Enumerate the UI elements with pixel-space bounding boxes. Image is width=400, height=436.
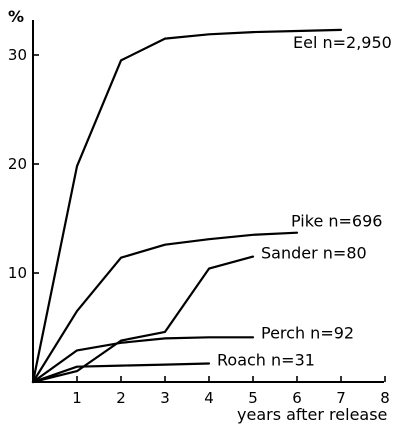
series-label: Eel n=2,950 <box>293 33 392 52</box>
series-line <box>31 28 343 384</box>
series-label: Perch n=92 <box>261 323 354 342</box>
x-tick-label: 6 <box>292 389 302 407</box>
series-label: Roach n=31 <box>217 350 315 369</box>
x-tick-label: 1 <box>72 389 82 407</box>
x-tick-label: 3 <box>160 389 170 407</box>
x-tick-label: 2 <box>116 389 126 407</box>
y-axis-label: % <box>8 7 24 26</box>
series-label: Sander n=80 <box>261 244 367 263</box>
y-tick-label: 20 <box>8 155 27 173</box>
series-line <box>31 336 255 384</box>
x-tick-label: 8 <box>380 389 390 407</box>
x-tick-label: 4 <box>204 389 214 407</box>
series-line <box>31 362 211 384</box>
series-line <box>31 255 255 384</box>
x-axis-label: years after release <box>237 405 387 424</box>
x-tick-label: 5 <box>248 389 258 407</box>
series-label: Pike n=696 <box>291 212 382 231</box>
y-tick-label: 30 <box>8 46 27 64</box>
x-tick-label: 7 <box>336 389 346 407</box>
series-line <box>31 231 299 384</box>
y-tick-label: 10 <box>8 264 27 282</box>
